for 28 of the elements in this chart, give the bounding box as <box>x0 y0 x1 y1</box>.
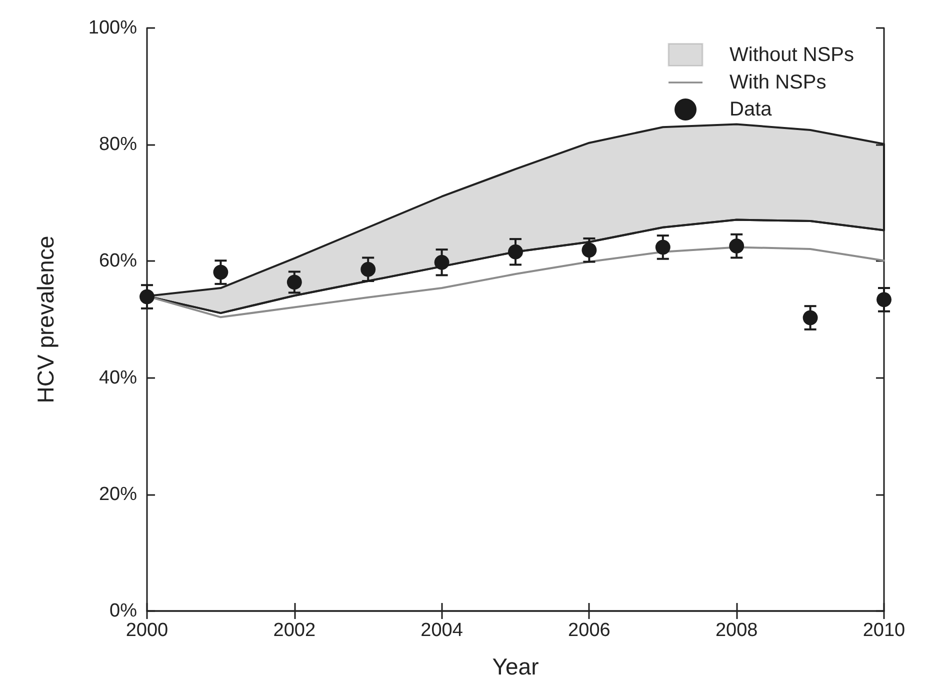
x-tick-label: 2002 <box>273 620 316 641</box>
y-tick-label: 20% <box>98 484 138 505</box>
y-tick-label: 40% <box>98 367 138 388</box>
y-axis-title: HCV prevalence <box>32 236 58 404</box>
y-tick-label: 0% <box>110 600 138 622</box>
point <box>876 292 892 308</box>
legend-label: With NSPs <box>730 72 826 94</box>
point <box>213 264 228 280</box>
point <box>508 244 523 260</box>
point <box>434 254 450 270</box>
y-tick-label: 100% <box>88 18 138 38</box>
x-tick-label: 2006 <box>568 620 610 641</box>
point <box>655 240 670 255</box>
x-tick-label: 2000 <box>126 620 168 641</box>
point <box>360 262 376 277</box>
x-tick-label: 2010 <box>862 620 906 641</box>
legend-label: Data <box>730 98 773 120</box>
point <box>140 289 154 304</box>
y-tick-label: 80% <box>98 134 138 156</box>
point <box>729 238 744 254</box>
legend-label: Without NSPs <box>730 44 854 66</box>
point <box>802 310 818 326</box>
x-tick-label: 2004 <box>420 620 464 641</box>
x-tick-label: 2008 <box>715 620 758 641</box>
point <box>582 242 597 258</box>
x-axis-title: Year <box>492 654 540 680</box>
y-tick-label: 60% <box>98 250 138 272</box>
point <box>286 274 302 290</box>
